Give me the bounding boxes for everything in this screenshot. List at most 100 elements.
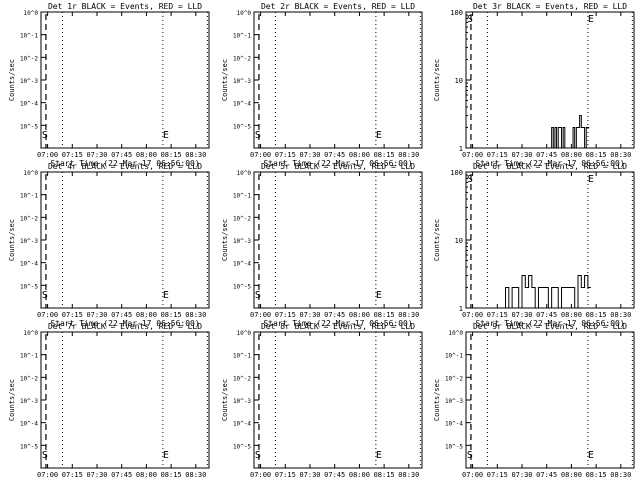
y-tick-label: 100	[450, 9, 463, 17]
x-tick-label: 08:15	[586, 151, 607, 159]
y-tick-label: 10^-5	[233, 443, 251, 450]
start-marker: S	[255, 130, 261, 141]
plot-frame	[253, 171, 423, 309]
y-tick-label: 10^0	[24, 170, 39, 177]
x-axis-label: Start Time (22-Mar-17 06:56:00)	[263, 319, 412, 328]
panel-5: Det 5r BLACK = Events, RED = LLD 07:00 07:…	[221, 162, 423, 328]
x-tick-label: 07:30	[511, 311, 532, 319]
plot-frame	[253, 331, 423, 469]
x-tick-label: 07:15	[62, 311, 83, 319]
y-tick-label: 100	[450, 169, 463, 177]
panel-title: Det 7r BLACK = Events, RED = LLD	[48, 322, 202, 331]
y-axis-label: Counts/sec	[433, 379, 441, 421]
end-marker: E	[163, 130, 169, 141]
y-tick-label: 10^0	[24, 10, 39, 17]
y-axis-label: Counts/sec	[433, 219, 441, 261]
start-marker: S	[42, 450, 48, 461]
x-tick-label: 07:45	[536, 471, 557, 479]
y-tick-label: 10^-4	[233, 261, 251, 268]
end-marker: E	[376, 450, 382, 461]
x-axis-label: Start Time (22-Mar-17 06:56:00)	[263, 159, 412, 168]
plot-frame	[40, 171, 210, 309]
y-tick-label: 1	[459, 145, 463, 153]
start-marker: S	[467, 14, 473, 25]
y-axis-label: Counts/sec	[221, 379, 229, 421]
panel-title: Det 2r BLACK = Events, RED = LLD	[261, 2, 415, 11]
x-tick-label: 08:15	[161, 151, 182, 159]
start-marker: S	[467, 450, 473, 461]
y-tick-label: 10^-1	[20, 33, 38, 40]
y-tick-label: 10^-1	[233, 353, 251, 360]
x-tick-label: 07:30	[86, 151, 107, 159]
panel-title: Det 4r BLACK = Events, RED = LLD	[48, 162, 202, 171]
x-axis-label: Start Time (22-Mar-17 06:56:00)	[475, 319, 624, 328]
plot-frame	[465, 331, 635, 469]
y-tick-label: 10^0	[449, 330, 464, 337]
x-tick-label: 07:30	[299, 471, 320, 479]
panel-1: Det 1r BLACK = Events, RED = LLD 07:00 07:…	[8, 2, 210, 168]
panel-3: Det 3r BLACK = Events, RED = LLD 07:00 07:…	[433, 2, 635, 168]
y-axis-label: Counts/sec	[8, 219, 16, 261]
x-tick-label: 07:00	[37, 311, 58, 319]
y-tick-label: 10^-2	[20, 215, 38, 222]
y-tick-label: 10^-1	[20, 353, 38, 360]
y-tick-label: 10^-5	[20, 123, 38, 130]
x-tick-label: 08:00	[349, 471, 370, 479]
x-tick-label: 07:45	[111, 311, 132, 319]
y-tick-label: 10^-3	[20, 78, 38, 85]
x-tick-label: 08:00	[136, 311, 157, 319]
x-tick-label: 08:15	[586, 311, 607, 319]
y-tick-label: 10^-4	[20, 421, 38, 428]
y-tick-label: 10^-3	[233, 78, 251, 85]
x-tick-label: 08:30	[185, 311, 206, 319]
x-tick-label: 07:30	[86, 311, 107, 319]
start-marker: S	[255, 290, 261, 301]
y-tick-label: 10^-5	[445, 443, 463, 450]
x-tick-label: 07:45	[536, 311, 557, 319]
y-tick-label: 10^-2	[445, 375, 463, 382]
start-marker: S	[467, 174, 473, 185]
y-tick-label: 10^-4	[20, 261, 38, 268]
x-tick-label: 07:45	[536, 151, 557, 159]
y-tick-label: 10^-1	[233, 33, 251, 40]
y-axis-label: Counts/sec	[8, 59, 16, 101]
x-tick-label: 08:00	[136, 151, 157, 159]
end-marker: E	[376, 290, 382, 301]
panel-title: Det 6r BLACK = Events, RED = LLD	[473, 162, 627, 171]
panel-6: Det 6r BLACK = Events, RED = LLD 07:00 07:…	[433, 162, 635, 328]
x-tick-label: 08:30	[610, 311, 631, 319]
x-tick-label: 08:00	[136, 471, 157, 479]
x-tick-label: 07:15	[487, 311, 508, 319]
x-tick-label: 07:15	[275, 151, 296, 159]
panel-7: Det 7r BLACK = Events, RED = LLD 07:00 07:…	[8, 322, 210, 480]
y-tick-label: 10^-1	[233, 193, 251, 200]
end-marker: E	[588, 174, 594, 185]
x-tick-label: 08:30	[610, 471, 631, 479]
x-tick-label: 07:00	[462, 151, 483, 159]
x-tick-label: 07:15	[275, 471, 296, 479]
x-tick-label: 08:30	[610, 151, 631, 159]
x-axis-label: Start Time (22-Mar-17 06:56:00)	[50, 319, 199, 328]
y-tick-label: 10^-4	[233, 101, 251, 108]
x-tick-label: 07:30	[86, 471, 107, 479]
x-tick-label: 07:45	[111, 471, 132, 479]
x-tick-label: 07:30	[299, 151, 320, 159]
end-marker: E	[588, 14, 594, 25]
y-tick-label: 10^-2	[20, 55, 38, 62]
y-tick-label: 10^0	[24, 330, 39, 337]
y-tick-label: 10^-5	[233, 283, 251, 290]
y-tick-label: 10^0	[237, 10, 252, 17]
y-tick-label: 10^-3	[20, 398, 38, 405]
events-series-line	[550, 115, 590, 149]
y-axis-label: Counts/sec	[8, 379, 16, 421]
x-tick-label: 08:15	[374, 151, 395, 159]
x-tick-label: 07:30	[511, 471, 532, 479]
x-tick-label: 08:30	[398, 471, 419, 479]
y-tick-label: 10^-2	[233, 215, 251, 222]
x-tick-label: 08:30	[185, 151, 206, 159]
panel-2: Det 2r BLACK = Events, RED = LLD 07:00 07:…	[221, 2, 423, 168]
x-tick-label: 08:15	[374, 471, 395, 479]
x-tick-label: 07:00	[37, 471, 58, 479]
x-tick-label: 08:00	[349, 151, 370, 159]
y-tick-label: 10^-3	[233, 398, 251, 405]
